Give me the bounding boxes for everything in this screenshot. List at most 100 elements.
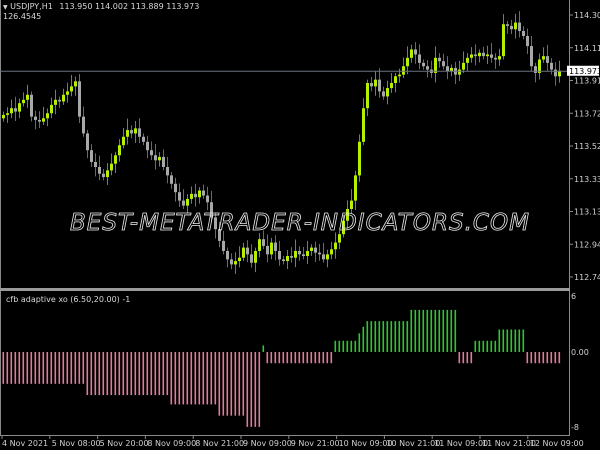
histogram-bar [102,352,105,396]
candle-body [210,202,213,218]
candle [386,80,389,105]
candle-body [462,62,465,70]
candle-body [174,183,177,193]
price-tick-label: 114.305 [574,11,600,20]
candle [390,72,393,93]
candle [254,247,257,273]
histogram-bar [502,329,505,352]
candle-body [214,217,217,230]
histogram-bar [46,352,49,384]
histogram-bar [270,352,273,364]
candle-body [170,175,173,184]
candle [438,53,441,68]
candle [154,143,157,170]
histogram-bar [230,352,233,416]
candle-body [506,24,509,26]
candle [466,53,469,71]
candle [482,46,485,60]
candle [18,98,21,118]
candle-body [18,103,21,112]
symbol-label: USDJPY,H1 [10,2,53,11]
candle-body [226,250,229,260]
candle [534,62,537,83]
candle [502,14,505,60]
panel-divider[interactable] [0,288,570,291]
histogram-bar [38,352,41,384]
candle [370,76,373,92]
candle-body [206,195,209,203]
candle-body [42,118,45,122]
candle [250,244,253,268]
candle [486,45,489,65]
histogram-bar [186,352,189,405]
candle [246,240,249,263]
candle [214,212,217,239]
candle [450,64,453,77]
histogram-bar [318,352,321,364]
histogram-bar [526,352,529,364]
current-price-tag: 113.973 [567,65,600,76]
histogram-bar [138,352,141,396]
candle-body [58,99,61,102]
histogram-bar [446,309,449,352]
histogram-bar [362,326,365,352]
candle [334,232,337,259]
candle-body [74,81,77,87]
candle [494,53,497,69]
histogram-bar [310,352,313,364]
candle [382,86,385,100]
histogram-bar [382,321,385,352]
candle [238,246,241,268]
candle-body [86,133,89,151]
histogram-bar [450,309,453,352]
candle-body [278,250,281,260]
price-tick-label: 113.135 [574,208,600,217]
histogram-bar [210,352,213,405]
histogram-bar [114,352,117,396]
candle [86,130,89,159]
histogram-bar [118,352,121,396]
histogram-bar [438,309,441,352]
histogram-bar [178,352,181,405]
collapse-triangle-icon[interactable]: ▼ [3,4,8,11]
candle [178,183,181,207]
histogram-bar [378,321,381,352]
candle-body [478,52,481,57]
candle-body [434,57,437,73]
candle [134,120,137,143]
histogram-bar [290,352,293,364]
candle [98,155,101,181]
histogram-bar [330,352,333,364]
candle-body [66,91,69,95]
histogram-bar [470,352,473,364]
indicator-title: cfb adaptive xo (6.50,20.00) -1 [6,295,131,304]
histogram-bar [298,352,301,364]
current-price-tag-background [567,65,599,76]
candle [130,125,133,139]
candle [242,242,245,262]
candle-body [474,54,477,57]
candle-body [246,247,249,255]
candle-body [262,239,265,246]
candle-body [62,94,65,102]
histogram-bar [238,352,241,416]
histogram-bar [2,352,5,384]
histogram-bar [286,352,289,364]
candle [6,107,9,123]
candle [554,62,557,86]
candle [478,49,481,63]
candles-layer [2,11,561,274]
candle [158,152,161,167]
histogram-layer [2,309,561,427]
candle-body [34,116,37,120]
candle [282,256,285,265]
candle-body [294,250,297,258]
symbol-header: ▼ USDJPY,H1 113.950 114.002 113.889 113.… [3,2,199,11]
candle [42,106,45,126]
candle [202,184,205,199]
candle-body [270,242,273,255]
histogram-bar [334,340,337,352]
histogram-bar [94,352,97,396]
candle-body [494,57,497,60]
candle-body [554,69,557,77]
